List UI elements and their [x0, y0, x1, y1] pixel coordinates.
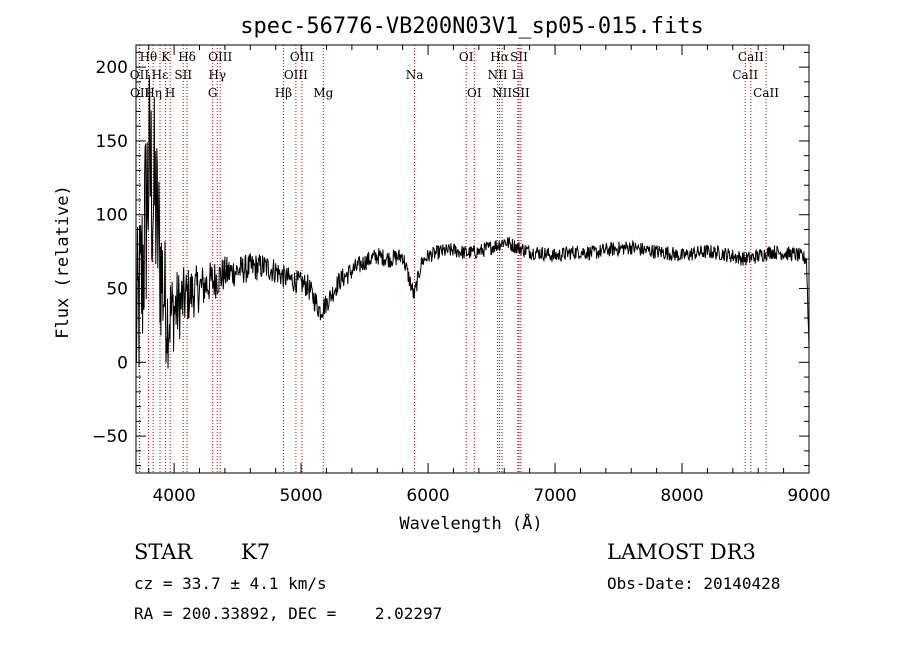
spectrum-series [135, 74, 810, 369]
spectral-line-label: OIII [290, 50, 314, 64]
spectral-line-label: Li [512, 68, 524, 82]
x-tick-label: 5000 [279, 486, 322, 506]
y-tick-label: 50 [106, 280, 128, 300]
y-tick-label: −50 [92, 427, 128, 447]
x-tick-label: 9000 [787, 486, 830, 506]
y-tick-label: 100 [96, 206, 128, 226]
spectral-line-label: SII [510, 50, 528, 64]
survey-name: LAMOST DR3 [607, 540, 756, 564]
spectral-line-label: Hε [152, 68, 169, 82]
spectral-line-label: OIII [284, 68, 308, 82]
y-tick-label: 0 [117, 353, 128, 373]
spectral-line-label: CaII [753, 86, 779, 100]
spectral-line-label: K [161, 50, 171, 64]
object-class: STAR [134, 540, 193, 564]
object-subclass: K7 [241, 540, 271, 564]
x-tick-label: 6000 [406, 486, 449, 506]
spectral-line-label: H [165, 86, 175, 100]
spectral-line-label: OI [459, 50, 474, 64]
spectral-line-label: NII [492, 86, 512, 100]
spectral-line-label: SII [512, 86, 530, 100]
spectral-line-label: G [208, 86, 218, 100]
spectral-line-label: Hα [490, 50, 509, 64]
x-tick-label: 8000 [660, 486, 703, 506]
spectrum-line [135, 74, 810, 369]
spectral-line-label: Hη [144, 86, 162, 100]
coordinates: RA = 200.33892, DEC = 2.02297 [134, 604, 443, 623]
y-axis-label: Flux (relative) [53, 185, 73, 339]
spectral-line-label: OI [467, 86, 482, 100]
spectral-line-label: CaII [738, 50, 764, 64]
spectral-line-label: Mg [313, 86, 333, 100]
spectral-line-label: Hβ [275, 86, 292, 100]
plot-frame [135, 44, 810, 474]
spectral-line-label: Hγ [208, 68, 226, 82]
axes: 4000 5000 6000 7000 8000 9000 −50 0 50 100 150 200 [92, 45, 831, 506]
spectral-line-label: SII [174, 68, 192, 82]
spectral-line-label: Na [406, 68, 424, 82]
spectral-line-label: OIII [208, 50, 232, 64]
x-tick-label: 4000 [152, 486, 195, 506]
spectral-line-label: NII [488, 68, 508, 82]
x-axis-label: Wavelength (Å) [399, 512, 542, 534]
spectral-line-label: Hδ [178, 50, 196, 64]
obs-date: Obs-Date: 20140428 [607, 574, 781, 593]
chart-title: spec-56776-VB200N03V1_sp05-015.fits [240, 14, 704, 39]
y-tick-label: 150 [96, 132, 128, 152]
spectral-line-label: CaII [732, 68, 758, 82]
y-tick-label: 200 [96, 58, 128, 78]
redshift-readout: cz = 33.7 ± 4.1 km/s [134, 574, 327, 593]
spectral-line-label: OII [130, 86, 150, 100]
spectral-line-label: Hθ [140, 50, 158, 64]
x-tick-label: 7000 [533, 486, 576, 506]
